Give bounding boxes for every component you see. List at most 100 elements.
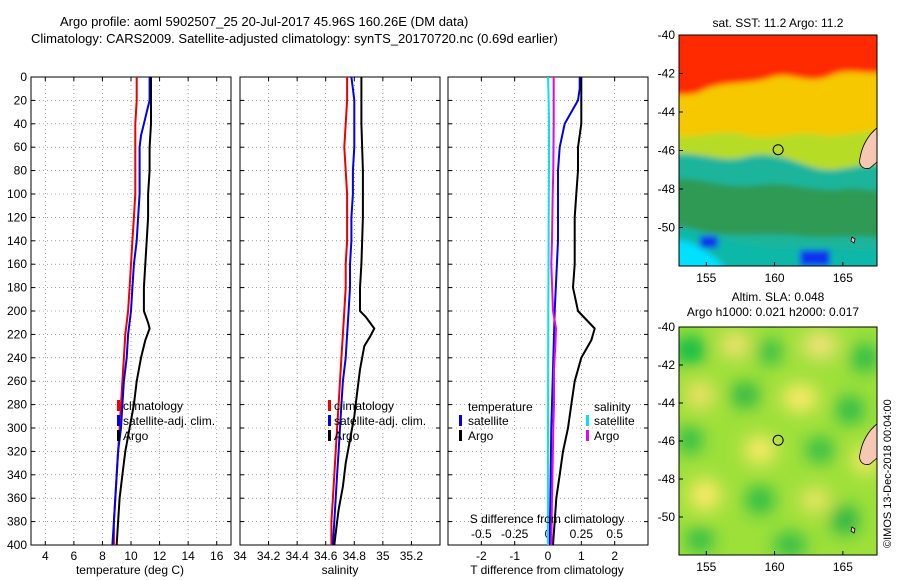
x-tick-label-salinity: 0.5	[606, 527, 623, 541]
map-y-tick-label: -44	[658, 396, 676, 410]
y-tick-label: 240	[7, 351, 27, 365]
x-tick-label: 2	[611, 549, 618, 563]
y-tick-label: 260	[7, 374, 27, 388]
x-tick-label: 34.8	[343, 549, 367, 563]
sst-coastline	[859, 127, 877, 169]
y-tick-label: 40	[14, 117, 28, 131]
salinity-legend: climatology satellite-adj. clim. Argo	[328, 399, 426, 443]
map-x-tick-label: 160	[765, 271, 785, 285]
sla-map	[679, 327, 877, 555]
legend-label-argo: Argo	[123, 429, 149, 443]
sla-blob	[686, 528, 714, 552]
y-tick-label: 60	[14, 140, 28, 154]
legend-label-s-satellite: satellite	[594, 414, 635, 428]
legend-title-salinity: salinity	[594, 400, 631, 414]
map-x-tick-label: 165	[833, 560, 853, 574]
sla-coastline	[859, 423, 877, 465]
legend-swatch-s-argo	[586, 430, 589, 441]
sst-band-green	[679, 179, 877, 238]
series-satellite-adj-clim-	[111, 77, 151, 546]
series-t-satellite	[548, 77, 581, 546]
legend-swatch-satellite	[117, 415, 120, 426]
series-argo	[333, 77, 376, 546]
sla-blob	[679, 336, 706, 364]
y-tick-label: 360	[7, 491, 27, 505]
series-argo	[115, 77, 152, 546]
y-tick-label: 160	[7, 257, 27, 271]
y-tick-label: 380	[7, 515, 27, 529]
x-tick-label-salinity: -0.25	[501, 527, 529, 541]
sla-blob	[731, 383, 759, 407]
x-tick-label: 16	[210, 549, 224, 563]
x-tick-label: 10	[124, 549, 138, 563]
sla-blob	[774, 533, 806, 555]
y-tick-label: 280	[7, 398, 27, 412]
salinity-xlabel: salinity	[322, 563, 359, 577]
sla-blob	[801, 488, 829, 512]
x-tick-label: 34.6	[314, 549, 338, 563]
map-y-tick-label: -50	[658, 510, 676, 524]
y-tick-label: 220	[7, 327, 27, 341]
sla-map-axes: 155 160 165 -40 -42 -44 -46 -48 -50	[658, 320, 854, 574]
sla-blob	[758, 340, 782, 364]
sst-map-title: sat. SST: 11.2 Argo: 11.2	[713, 16, 844, 30]
legend-title-temperature: temperature	[468, 400, 533, 414]
x-tick-label: 34.2	[257, 549, 281, 563]
sst-map-axes: 155 160 165 -40 -42 -44 -46 -48 -50	[658, 28, 854, 285]
legend-label-t-argo: Argo	[468, 429, 494, 443]
sla-blob	[802, 331, 838, 359]
series-t-argo	[552, 77, 596, 546]
map-y-tick-label: -48	[658, 182, 676, 196]
legend-label-satellite: satellite-adj. clim.	[334, 414, 426, 428]
sla-blob	[721, 333, 749, 357]
sla-blob	[782, 384, 818, 412]
y-tick-label: 20	[14, 93, 28, 107]
sst-band-blue2	[700, 236, 718, 248]
temperature-xlabel: temperature (deg C)	[76, 563, 184, 577]
map-y-tick-label: -48	[658, 472, 676, 486]
y-tick-label: 120	[7, 210, 27, 224]
sla-blob	[689, 479, 721, 511]
y-tick-label: 300	[7, 421, 27, 435]
legend-swatch-t-satellite	[459, 415, 462, 426]
sla-blob	[851, 344, 877, 372]
map-y-tick-label: -46	[658, 144, 676, 158]
y-tick-label: 140	[7, 234, 27, 248]
legend-label-climatology: climatology	[123, 399, 183, 413]
y-tick-label: 340	[7, 468, 27, 482]
temperature-panel: 4 6 8 10 12 14 1602040608010012014016018020022…	[7, 70, 232, 563]
y-tick-label: 0	[20, 70, 27, 84]
map-y-tick-label: -40	[658, 28, 676, 42]
chart-title-line2: Climatology: CARS2009. Satellite-adjuste…	[31, 31, 558, 46]
legend-swatch-climatology	[117, 400, 120, 411]
difference-xlabel-salinity: S difference from climatology	[470, 512, 625, 526]
x-tick-label: 1	[578, 549, 585, 563]
sla-blob	[679, 426, 702, 454]
salinity-panel: 34 34.2 34.4 34.6 34.8 35 35.2	[233, 76, 441, 563]
sst-band-blue	[800, 250, 830, 266]
sla-blob	[744, 436, 776, 464]
sst-map	[679, 35, 877, 266]
x-tick-label-salinity: 0.25	[570, 527, 594, 541]
x-tick-label: -1	[509, 549, 520, 563]
x-tick-label: 4	[42, 549, 49, 563]
legend-swatch-argo	[328, 430, 331, 441]
legend-swatch-t-argo	[459, 430, 462, 441]
sla-blob	[686, 381, 714, 409]
x-tick-label: 34	[233, 549, 247, 563]
legend-label-s-argo: Argo	[594, 429, 620, 443]
y-tick-label: 400	[7, 538, 27, 552]
legend-swatch-climatology	[328, 400, 331, 411]
sst-band-hot	[679, 35, 877, 96]
x-tick-label-salinity: -0.5	[471, 527, 492, 541]
y-tick-label: 180	[7, 281, 27, 295]
sla-map-title-1: Altim. SLA: 0.048	[732, 290, 825, 304]
x-tick-label: 35.2	[400, 549, 424, 563]
x-tick-label: 0	[545, 549, 552, 563]
map-y-tick-label: -46	[658, 434, 676, 448]
map-y-tick-label: -40	[658, 320, 676, 334]
series-s-argo	[550, 77, 557, 546]
sst-band-cyan	[679, 240, 724, 266]
map-y-tick-label: -42	[658, 358, 676, 372]
